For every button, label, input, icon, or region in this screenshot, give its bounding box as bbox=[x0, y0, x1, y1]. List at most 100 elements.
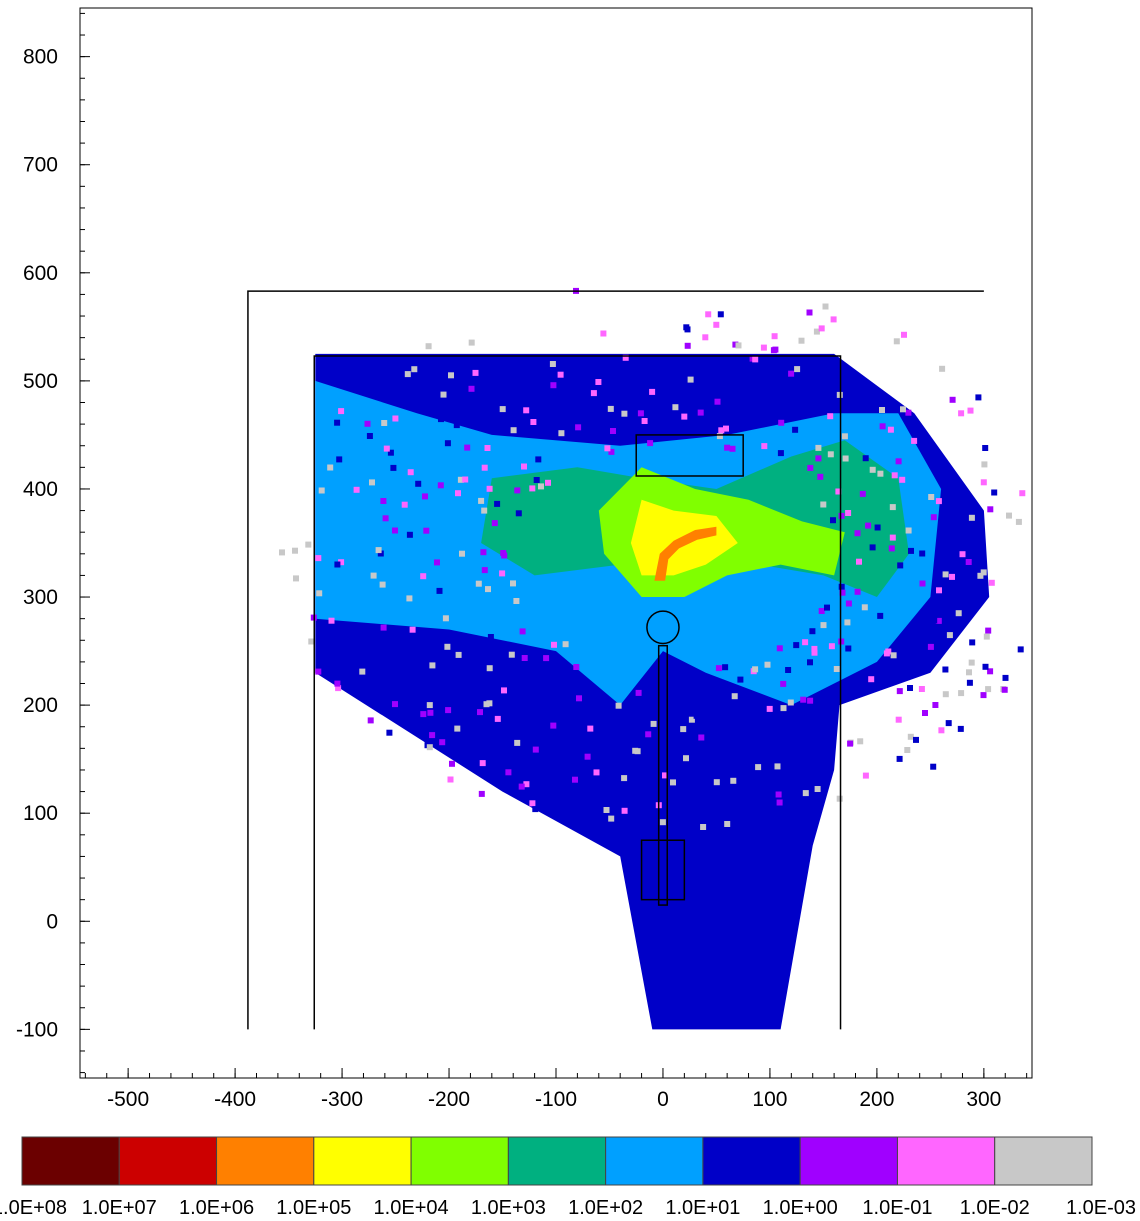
flux-pixel bbox=[353, 486, 360, 493]
flux-pixel bbox=[806, 309, 813, 316]
flux-pixel bbox=[830, 517, 836, 524]
flux-pixel bbox=[453, 422, 460, 429]
colorbar-label: 1.0E+02 bbox=[568, 1197, 643, 1219]
flux-pixel bbox=[717, 311, 724, 318]
flux-pixel bbox=[794, 366, 801, 373]
flux-pixel bbox=[392, 415, 399, 422]
flux-pixel bbox=[562, 641, 569, 648]
flux-pixel bbox=[381, 420, 388, 426]
flux-pixel bbox=[820, 501, 827, 508]
flux-pixel bbox=[930, 514, 937, 521]
flux-pixel bbox=[900, 406, 906, 413]
flux-pixel bbox=[919, 580, 926, 587]
flux-pixel bbox=[813, 328, 820, 335]
flux-pixel bbox=[608, 448, 615, 455]
flux-pixel bbox=[336, 456, 343, 463]
flux-pixel bbox=[857, 738, 864, 745]
flux-pixel bbox=[484, 445, 491, 451]
flux-pixel bbox=[573, 664, 580, 670]
flux-pixel bbox=[603, 807, 610, 813]
flux-pixel bbox=[434, 559, 440, 566]
flux-pixel bbox=[444, 643, 451, 650]
flux-pixel bbox=[513, 598, 520, 604]
flux-pixel bbox=[637, 410, 644, 417]
flux-pixel bbox=[529, 678, 536, 684]
flux-pixel bbox=[684, 342, 691, 349]
flux-pixel bbox=[957, 725, 964, 732]
flux-pixel bbox=[420, 573, 427, 580]
flux-pixel bbox=[841, 433, 848, 440]
y-tick-label: 100 bbox=[23, 802, 58, 825]
flux-pixel bbox=[942, 571, 949, 578]
flux-pixel bbox=[635, 689, 642, 696]
flux-pixel bbox=[842, 455, 849, 462]
flux-pixel bbox=[735, 342, 742, 349]
flux-pixel bbox=[731, 693, 738, 700]
flux-pixel bbox=[975, 394, 982, 401]
flux-pixel bbox=[530, 419, 537, 425]
flux-pixel bbox=[891, 472, 898, 479]
flux-pixel bbox=[919, 550, 926, 557]
flux-pixel bbox=[890, 652, 897, 659]
flux-pixel bbox=[788, 370, 795, 377]
flux-pixel bbox=[874, 524, 881, 531]
flux-pixel bbox=[315, 555, 322, 562]
flux-pixel bbox=[595, 379, 602, 385]
flux-pixel bbox=[508, 651, 515, 658]
flux-pixel bbox=[958, 690, 965, 697]
flux-pixel bbox=[422, 493, 428, 500]
flux-pixel bbox=[305, 541, 312, 548]
flux-pixel bbox=[448, 372, 454, 379]
flux-pixel bbox=[455, 490, 461, 497]
flux-pixel bbox=[982, 445, 989, 451]
flux-pixel bbox=[776, 645, 783, 652]
flux-pixel bbox=[514, 739, 521, 746]
flux-pixel bbox=[447, 776, 454, 783]
flux-pixel bbox=[942, 666, 949, 673]
flux-pixel bbox=[659, 819, 666, 826]
flux-pixel bbox=[575, 424, 582, 431]
flux-pixel bbox=[379, 581, 386, 588]
geometry-outlines bbox=[247, 290, 984, 1030]
flux-pixel bbox=[464, 444, 471, 451]
flux-pixel bbox=[371, 664, 378, 671]
flux-pixel bbox=[621, 775, 628, 782]
flux-pixel bbox=[380, 498, 387, 504]
flux-pixel bbox=[532, 806, 539, 813]
flux-pixel bbox=[566, 677, 573, 684]
flux-pixel bbox=[697, 409, 704, 416]
flux-pixel bbox=[752, 666, 759, 673]
flux-pixel bbox=[429, 662, 436, 669]
flux-pixel bbox=[716, 433, 723, 440]
flux-pixel bbox=[862, 772, 869, 779]
flux-pixel bbox=[815, 455, 822, 462]
x-tick-label: 300 bbox=[966, 1088, 1001, 1111]
flux-pixel bbox=[383, 445, 390, 452]
flux-pixel bbox=[478, 790, 485, 797]
flux-pixel bbox=[510, 580, 516, 587]
flux-pixel bbox=[444, 440, 451, 447]
flux-pixel bbox=[367, 717, 374, 724]
flux-pixel bbox=[830, 316, 837, 323]
flux-pixel bbox=[392, 701, 398, 708]
flux-pixel bbox=[811, 645, 818, 652]
flux-pixel bbox=[802, 790, 809, 797]
flux-region-5 bbox=[654, 526, 717, 581]
flux-pixel bbox=[404, 371, 411, 378]
flux-pixel bbox=[334, 419, 341, 426]
flux-pixel bbox=[958, 410, 965, 417]
flux-pixel bbox=[527, 729, 534, 736]
flux-pixel bbox=[987, 506, 994, 513]
flux-pixel bbox=[985, 686, 992, 693]
flux-pixel bbox=[838, 512, 845, 519]
flux-pixel bbox=[679, 707, 686, 714]
flux-pixel bbox=[905, 527, 912, 534]
flux-pixel bbox=[980, 569, 987, 576]
flux-pixel bbox=[847, 740, 854, 747]
flux-pixel bbox=[968, 514, 975, 521]
flux-pixel bbox=[622, 354, 629, 361]
flux-pixel bbox=[838, 583, 845, 590]
flux-pixel bbox=[521, 463, 527, 470]
flux-pixel bbox=[698, 734, 705, 741]
flux-pixel bbox=[587, 725, 594, 732]
